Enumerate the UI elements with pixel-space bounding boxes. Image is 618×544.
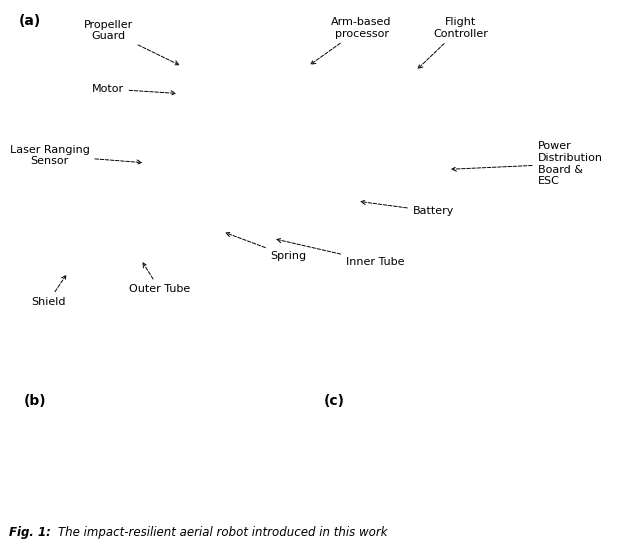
Text: Shield: Shield xyxy=(31,275,66,307)
Text: (b): (b) xyxy=(24,394,46,408)
Text: Flight
Controller: Flight Controller xyxy=(418,17,488,69)
Text: Outer Tube: Outer Tube xyxy=(129,263,190,294)
Text: (c): (c) xyxy=(324,394,345,408)
Text: Propeller
Guard: Propeller Guard xyxy=(83,20,179,65)
Text: Fig. 1:: Fig. 1: xyxy=(9,526,55,539)
Text: (a): (a) xyxy=(19,14,41,28)
Text: Motor: Motor xyxy=(91,84,176,95)
Text: Power
Distribution
Board &
ESC: Power Distribution Board & ESC xyxy=(452,141,603,186)
Text: Spring: Spring xyxy=(226,232,307,261)
Text: Battery: Battery xyxy=(361,200,454,217)
Text: Arm-based
processor: Arm-based processor xyxy=(311,17,392,64)
Text: Laser Ranging
Sensor: Laser Ranging Sensor xyxy=(9,145,142,166)
Text: Inner Tube: Inner Tube xyxy=(277,238,405,267)
Text: The impact-resilient aerial robot introduced in this work: The impact-resilient aerial robot introd… xyxy=(59,526,388,539)
